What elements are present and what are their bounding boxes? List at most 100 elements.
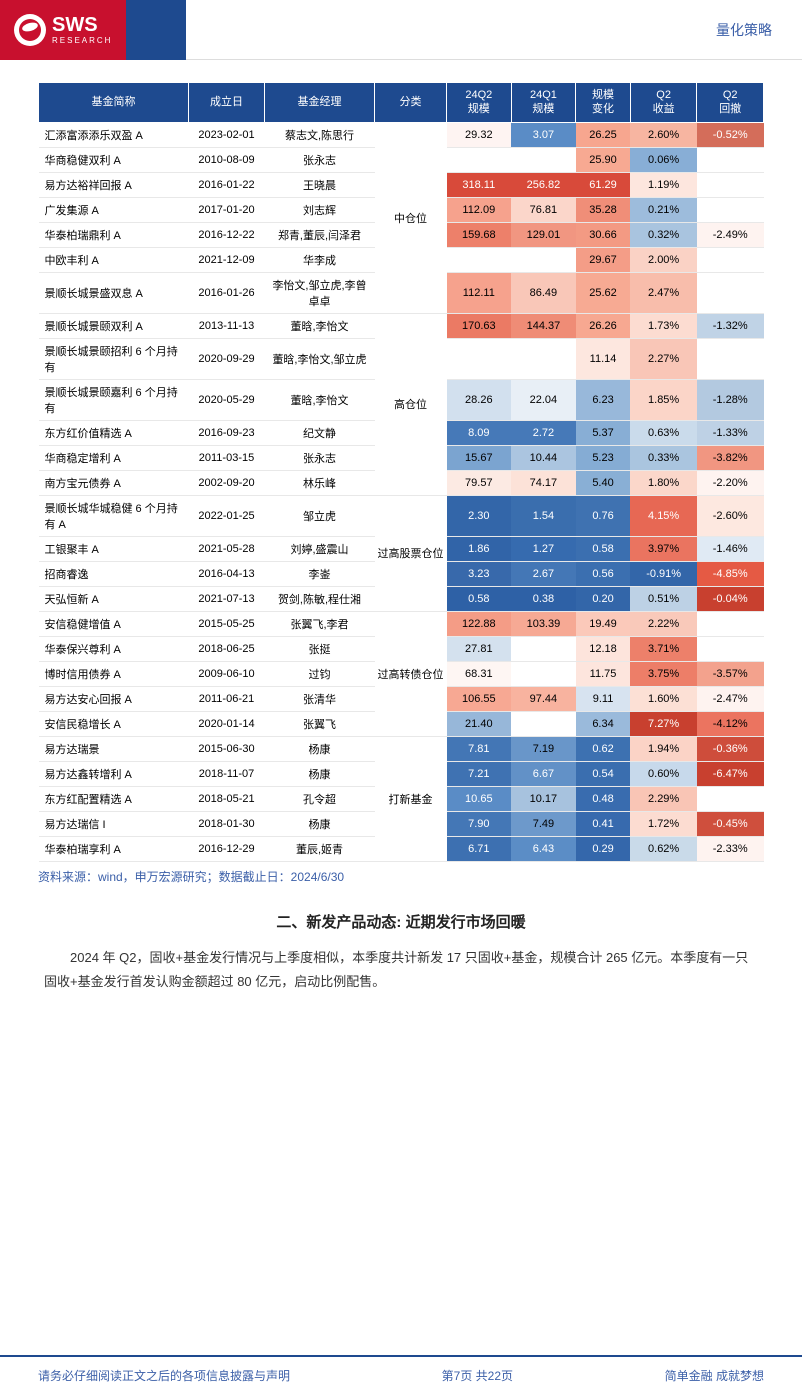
- cell: 2016-12-22: [189, 222, 265, 247]
- metric-cell: 2.30: [447, 495, 512, 536]
- cell: 东方红价值精选 A: [39, 420, 189, 445]
- metric-cell: 79.57: [447, 470, 512, 495]
- metric-cell: 15.63: [511, 636, 576, 661]
- metric-cell: -2.15%: [697, 636, 764, 661]
- metric-cell: 15.06: [511, 711, 576, 736]
- metric-cell: -4.12%: [697, 711, 764, 736]
- cell: 工银聚丰 A: [39, 536, 189, 561]
- metric-cell: 0.63%: [630, 420, 697, 445]
- category-cell: 打新基金: [375, 736, 447, 861]
- metric-cell: 54.00: [447, 147, 512, 172]
- cell: 2016-12-29: [189, 836, 265, 861]
- metric-cell: -2.13%: [697, 611, 764, 636]
- metric-cell: 1.60%: [630, 686, 697, 711]
- metric-cell: 159.68: [447, 222, 512, 247]
- cell: 2016-01-26: [189, 272, 265, 313]
- cell: 华商稳健双利 A: [39, 147, 189, 172]
- cell: 2018-01-30: [189, 811, 265, 836]
- metric-cell: 61.29: [576, 172, 631, 197]
- metric-cell: 7.19: [511, 736, 576, 761]
- metric-cell: 2.60%: [630, 122, 697, 147]
- metric-cell: 10.65: [447, 786, 512, 811]
- cell: 张永志: [265, 445, 375, 470]
- cell: 2010-08-09: [189, 147, 265, 172]
- table-row: 景顺长城景颐双利 A2013-11-13董晗,李怡文高仓位170.63144.3…: [39, 313, 764, 338]
- cell: 李崟: [265, 561, 375, 586]
- cell: 2015-05-25: [189, 611, 265, 636]
- cell: 易方达瑞景: [39, 736, 189, 761]
- metric-cell: 1.94%: [630, 736, 697, 761]
- cell: 2009-06-10: [189, 661, 265, 686]
- metric-cell: 29.02: [511, 247, 576, 272]
- metric-cell: 1.86: [447, 536, 512, 561]
- col-header: 分类: [375, 83, 447, 123]
- col-header: 24Q2规模: [447, 83, 512, 123]
- metric-cell: 0.54: [576, 761, 631, 786]
- metric-cell: 5.37: [576, 420, 631, 445]
- brand-name: SWS: [52, 14, 98, 36]
- cell: 华商稳定增利 A: [39, 445, 189, 470]
- metric-cell: 106.55: [447, 686, 512, 711]
- cell: 张翼飞,李君: [265, 611, 375, 636]
- cell: 2016-04-13: [189, 561, 265, 586]
- metric-cell: 1.85%: [630, 379, 697, 420]
- brand-sub: RESEARCH: [52, 36, 112, 45]
- metric-cell: 2.22%: [630, 611, 697, 636]
- metric-cell: -2.60%: [697, 495, 764, 536]
- metric-cell: 76.81: [511, 197, 576, 222]
- metric-cell: 2.72: [511, 420, 576, 445]
- data-source: 资料来源：wind，申万宏源研究；数据截止日：2024/6/30: [38, 868, 764, 885]
- metric-cell: 0.56: [576, 561, 631, 586]
- metric-cell: 129.01: [511, 222, 576, 247]
- metric-cell: 26.26: [576, 313, 631, 338]
- metric-cell: -2.00%: [697, 786, 764, 811]
- metric-cell: 0.21%: [630, 197, 697, 222]
- table-row: 易方达瑞景2015-06-30杨康打新基金7.817.190.621.94%-0…: [39, 736, 764, 761]
- col-header: 24Q1规模: [511, 83, 576, 123]
- cell: 刘志辉: [265, 197, 375, 222]
- cell: 董晗,李怡文,邹立虎: [265, 338, 375, 379]
- metric-cell: -6.47%: [697, 761, 764, 786]
- metric-cell: -1.76%: [697, 338, 764, 379]
- metric-cell: 26.25: [576, 122, 631, 147]
- footer-right: 简单金融 成就梦想: [665, 1367, 764, 1384]
- metric-cell: 3.75%: [630, 661, 697, 686]
- cell: 汇添富添添乐双盈 A: [39, 122, 189, 147]
- metric-cell: 0.32%: [630, 222, 697, 247]
- metric-cell: -2.01%: [697, 172, 764, 197]
- metric-cell: 28.11: [511, 147, 576, 172]
- cell: 博时信用债券 A: [39, 661, 189, 686]
- cell: 贺剑,陈敏,程仕湘: [265, 586, 375, 611]
- cell: 安信民稳增长 A: [39, 711, 189, 736]
- footer-center: 第7页 共22页: [442, 1367, 513, 1384]
- col-header: Q2回撤: [697, 83, 764, 123]
- metric-cell: 2.27%: [630, 338, 697, 379]
- metric-cell: 0.38: [511, 586, 576, 611]
- col-header: 基金简称: [39, 83, 189, 123]
- metric-cell: 6.34: [576, 711, 631, 736]
- header-category: 量化策略: [186, 20, 802, 40]
- cell: 2021-07-13: [189, 586, 265, 611]
- metric-cell: 3.97%: [630, 536, 697, 561]
- cell: 华泰柏瑞鼎利 A: [39, 222, 189, 247]
- cell: 广发集源 A: [39, 197, 189, 222]
- table-row: 景顺长城华城稳健 6 个月持有 A2022-01-25邹立虎过高股票仓位2.30…: [39, 495, 764, 536]
- metric-cell: 170.63: [447, 313, 512, 338]
- metric-cell: 74.17: [511, 470, 576, 495]
- cell: 东方红配置精选 A: [39, 786, 189, 811]
- metric-cell: 0.20: [576, 586, 631, 611]
- cell: 张挺: [265, 636, 375, 661]
- metric-cell: 52.20: [447, 338, 512, 379]
- cell: 杨康: [265, 811, 375, 836]
- metric-cell: -0.91%: [630, 561, 697, 586]
- cell: 邹立虎: [265, 495, 375, 536]
- metric-cell: 30.66: [576, 222, 631, 247]
- fund-table: 基金简称成立日基金经理分类24Q2规模24Q1规模规模变化Q2收益Q2回撤 汇添…: [38, 82, 764, 862]
- metric-cell: -0.45%: [697, 811, 764, 836]
- cell: 董晗,李怡文: [265, 313, 375, 338]
- cell: 杨康: [265, 761, 375, 786]
- metric-cell: -4.85%: [697, 561, 764, 586]
- cell: 张清华: [265, 686, 375, 711]
- cell: 2021-05-28: [189, 536, 265, 561]
- metric-cell: 2.29%: [630, 786, 697, 811]
